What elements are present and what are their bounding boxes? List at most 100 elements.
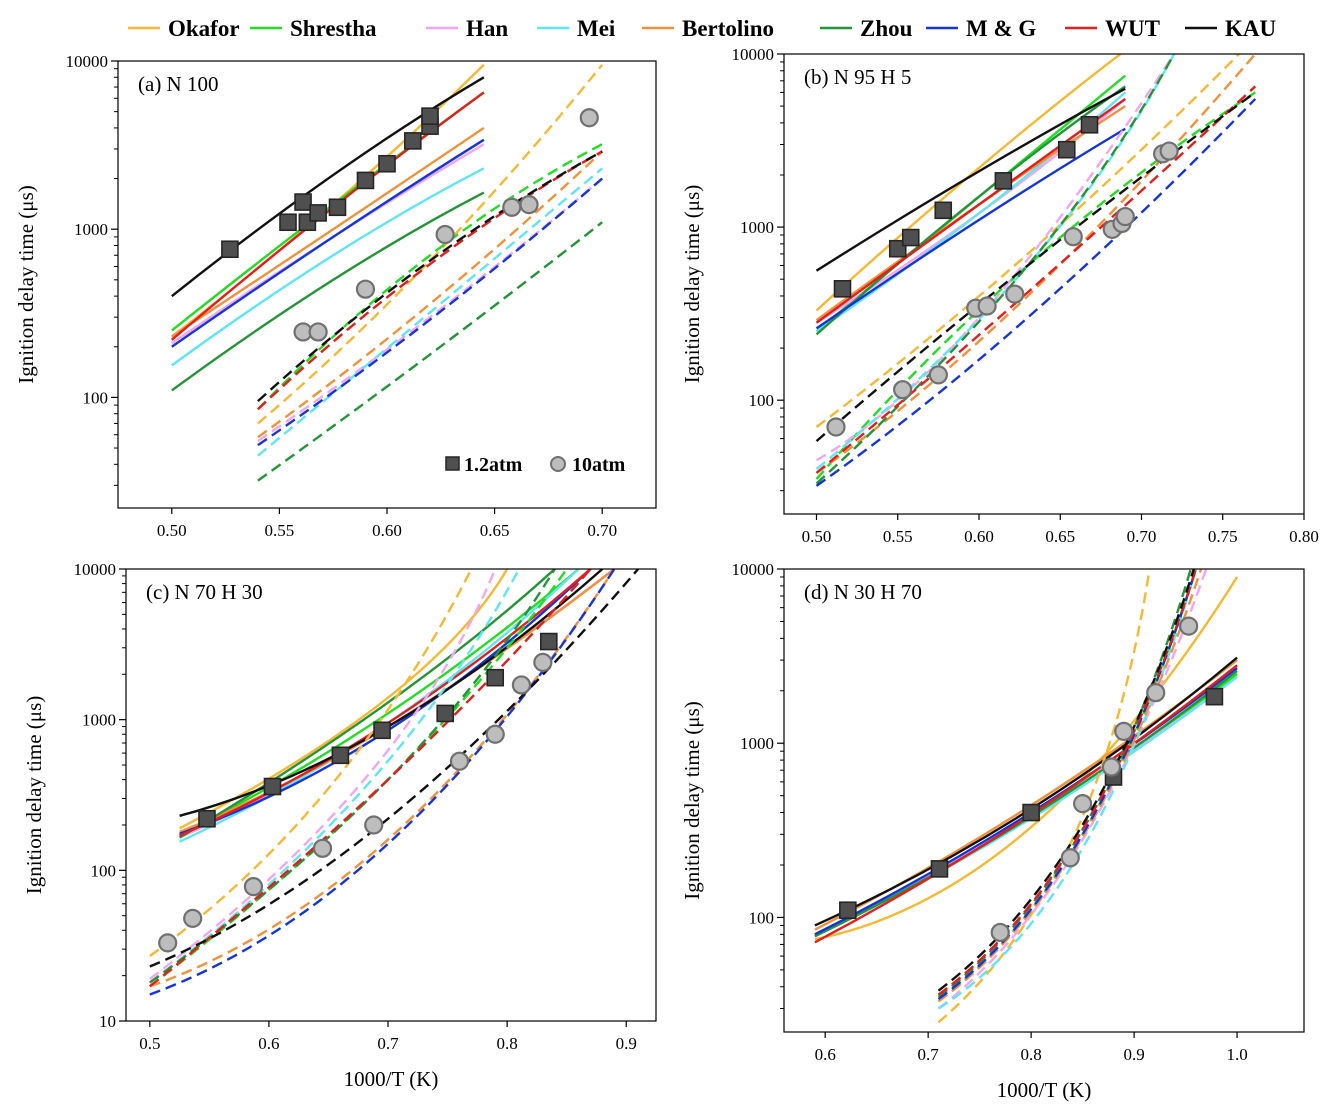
curve-okafor-12atm xyxy=(179,569,509,830)
curve-m-g-10atm xyxy=(815,98,1257,487)
exp-point-12atm xyxy=(1205,687,1224,706)
curves xyxy=(149,569,640,996)
exp-point-10atm xyxy=(502,197,522,217)
legend-label: Mei xyxy=(577,16,616,41)
x-tick-label: 0.70 xyxy=(587,521,617,540)
curve-m-g-12atm xyxy=(815,127,1126,330)
exp-point-10atm xyxy=(435,224,455,245)
curve-bertolino-10atm xyxy=(257,150,604,439)
x-tick-label: 0.9 xyxy=(1123,1045,1144,1064)
x-tick-label: 0.60 xyxy=(372,521,402,540)
curve-m-g-10atm xyxy=(937,569,1198,1001)
exp-point-12atm xyxy=(1080,115,1099,134)
curve-wut-12atm xyxy=(815,97,1126,324)
x-tick-label: 0.55 xyxy=(265,521,295,540)
curves xyxy=(815,54,1257,487)
exp-point-12atm xyxy=(930,860,949,878)
curve-han-10atm xyxy=(257,177,603,443)
legend-label: Zhou xyxy=(860,16,913,41)
x-tick-label: 0.65 xyxy=(1045,527,1075,546)
exp-point-10atm xyxy=(1159,141,1179,161)
exp-point-12atm xyxy=(279,213,297,232)
exp-point-10atm xyxy=(977,296,997,316)
exp-point-12atm xyxy=(263,777,282,796)
exp-point-12atm xyxy=(404,132,422,150)
exp-point-10atm xyxy=(1115,206,1135,227)
y-tick-label: 10000 xyxy=(732,45,775,64)
y-tick-label: 100 xyxy=(91,861,117,880)
legend-entry-m-g: M & G xyxy=(926,16,1036,41)
exp-point-12atm xyxy=(994,172,1013,190)
legend-label: Han xyxy=(466,16,508,41)
curve-bertolino-10atm xyxy=(937,569,1203,1003)
legend-label: Shrestha xyxy=(290,16,377,41)
exp-point-10atm xyxy=(1101,757,1122,777)
panel-title: (d) N 30 H 70 xyxy=(804,580,922,604)
legend-entry-shrestha: Shrestha xyxy=(250,16,377,41)
curve-shrestha-10atm xyxy=(815,91,1256,480)
curves xyxy=(814,569,1239,1024)
exp-point-10atm xyxy=(308,322,328,342)
y-axis-label: Ignition delay time (μs) xyxy=(680,185,704,383)
legend-label: WUT xyxy=(1105,16,1160,41)
curve-zhou-10atm xyxy=(149,569,556,984)
panel-title: (c) N 70 H 30 xyxy=(146,580,263,604)
curve-han-10atm xyxy=(815,54,1176,462)
exp-point-12atm xyxy=(421,107,439,125)
exp-point-10atm xyxy=(533,652,553,672)
curve-okafor-10atm xyxy=(149,569,473,957)
exp-point-12atm xyxy=(309,204,327,222)
exp-point-12atm xyxy=(198,809,216,828)
curve-zhou-10atm xyxy=(815,54,1176,485)
panel-b: 0.50 0.55 0.60 0.65 0.70 0.75 0.80 100 1000 10000… xyxy=(680,45,1319,546)
y-axis-label: Ignition delay time (μs) xyxy=(680,701,704,899)
legend-label: M & G xyxy=(966,16,1036,41)
exp-point-10atm xyxy=(158,933,178,953)
legend-entry-zhou: Zhou xyxy=(820,16,913,41)
curve-kau-10atm xyxy=(149,569,640,968)
curve-wut-10atm xyxy=(257,150,603,411)
x-tick-label: 0.70 xyxy=(1127,527,1157,546)
curve-okafor-12atm xyxy=(814,576,1239,941)
exp-point-10atm xyxy=(893,380,913,400)
y-tick-label: 1000 xyxy=(74,220,108,239)
exp-point-10atm xyxy=(1073,794,1093,814)
exp-point-12atm xyxy=(888,239,907,258)
exp-legend-square-marker xyxy=(445,456,460,471)
curve-wut-10atm xyxy=(149,569,592,988)
exp-point-10atm xyxy=(485,724,505,744)
exp-point-12atm xyxy=(1022,803,1040,822)
exp-point-10atm xyxy=(990,922,1010,943)
exp-point-10atm xyxy=(355,279,376,299)
curve-bertolino-12atm xyxy=(814,659,1238,931)
curve-wut-10atm xyxy=(815,85,1257,474)
exp-point-10atm xyxy=(1060,848,1080,868)
y-tick-label: 100 xyxy=(749,391,775,410)
legend-label: Okafor xyxy=(168,16,240,41)
curve-mei-10atm xyxy=(937,569,1198,1010)
legend-label: Bertolino xyxy=(682,16,774,41)
exp-point-10atm xyxy=(449,751,470,771)
exp-point-12atm xyxy=(436,704,454,723)
exp-point-10atm xyxy=(312,838,333,858)
x-tick-label: 0.50 xyxy=(802,527,832,546)
exp-point-10atm xyxy=(928,365,948,385)
y-tick-label: 10000 xyxy=(66,52,109,71)
legend-label: KAU xyxy=(1225,16,1277,41)
exp-point-12atm xyxy=(540,632,558,651)
curve-kau-12atm xyxy=(814,656,1238,927)
exp-point-10atm xyxy=(826,417,846,437)
curve-zhou-12atm xyxy=(815,85,1126,336)
legend-entry-wut: WUT xyxy=(1065,16,1160,41)
exp-point-12atm xyxy=(1057,140,1076,159)
exp-point-10atm xyxy=(1114,721,1134,741)
x-tick-label: 0.50 xyxy=(157,521,187,540)
exp-point-10atm xyxy=(579,108,599,128)
exp-point-12atm xyxy=(901,228,920,247)
exp-point-12atm xyxy=(833,280,852,298)
curve-okafor-10atm xyxy=(815,54,1240,428)
x-tick-label: 0.80 xyxy=(1289,527,1319,546)
y-tick-label: 10000 xyxy=(732,560,775,579)
exp-point-12atm xyxy=(934,201,953,220)
curve-mei-10atm xyxy=(149,569,521,984)
